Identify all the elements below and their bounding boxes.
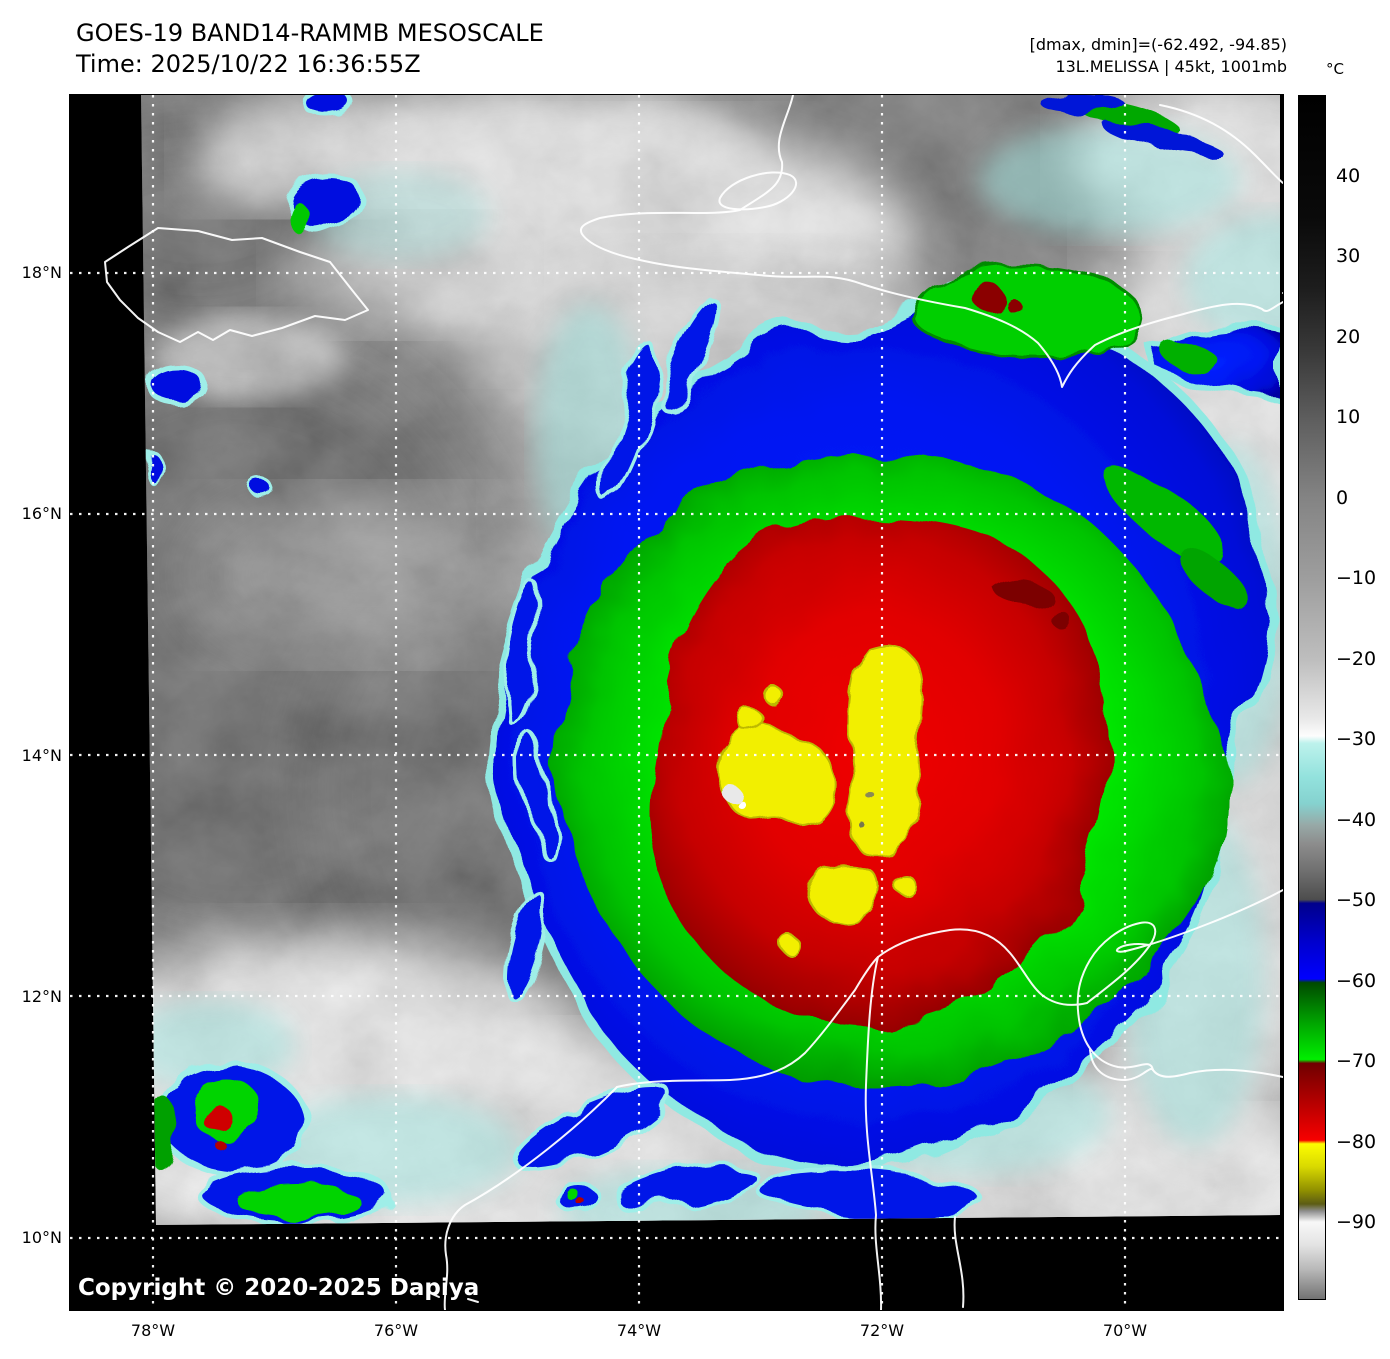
lon-tick-label: 76°W [373, 1321, 419, 1340]
colorbar-unit-label: °C [1326, 60, 1344, 78]
coastline-gonave-island [718, 171, 797, 211]
overshoot-maroon-spots [990, 576, 1066, 625]
lat-tick-label: 10°N [21, 1228, 62, 1247]
colorbar-tick-label: −10 [1336, 567, 1377, 590]
hispaniola-convection [908, 95, 1221, 374]
yellow-coldest-tops [717, 645, 924, 953]
colorbar-tick-label: 20 [1336, 325, 1361, 348]
lon-tick-label: 74°W [616, 1321, 662, 1340]
lon-tick-label: 70°W [1102, 1321, 1148, 1340]
info-block: [dmax, dmin]=(-62.492, -94.85) 13L.MELIS… [1030, 34, 1287, 78]
dmax-dmin-readout: [dmax, dmin]=(-62.492, -94.85) [1029, 35, 1287, 54]
colorbar-tick-label: 10 [1336, 406, 1361, 429]
island-specks [429, 1292, 479, 1303]
title-block: GOES-19 BAND14-RAMMB MESOSCALE Time: 202… [76, 18, 544, 80]
hurricane-cold-cloud-shield [143, 95, 1280, 1225]
colorbar-tick-label: 0 [1336, 486, 1349, 509]
storm-status-readout: 13L.MELISSA | 45kt, 1001mb [1055, 57, 1287, 76]
coastline-haiti-dr [580, 95, 1283, 388]
colorbar-tick-label: 40 [1336, 164, 1361, 187]
coastline-maracaibo [1089, 1049, 1283, 1081]
colorbar-tick-label: −40 [1336, 808, 1377, 831]
topleft-cold-cells [143, 95, 364, 497]
colorbar-tick-label: −90 [1336, 1211, 1377, 1234]
lat-tick-label: 14°N [21, 745, 62, 765]
colorbar-tick-label: −50 [1336, 889, 1377, 912]
colorbar-tick-label: −20 [1336, 647, 1377, 670]
colorbar-tick-label: −80 [1336, 1130, 1377, 1153]
coastline-colombia-west [443, 1086, 618, 1310]
coastline-guajira-loop [1076, 921, 1157, 1071]
coastlines [104, 95, 1283, 1310]
copyright-watermark: Copyright © 2020-2025 Dapiya [78, 1275, 479, 1301]
lat-tick-label: 12°N [21, 986, 62, 1006]
coastline-guajira [877, 928, 1088, 1006]
timestamp: Time: 2025/10/22 16:36:55Z [76, 50, 421, 78]
lon-tick-label: 72°W [859, 1321, 905, 1340]
satellite-map: Copyright © 2020-2025 Dapiya [69, 94, 1284, 1311]
temperature-colorbar [1298, 95, 1326, 1300]
coastline-venezuela-ne [1115, 889, 1283, 953]
coastline-river [953, 1216, 965, 1308]
colorbar-tick-label: −70 [1336, 1050, 1377, 1073]
satellite-image: Copyright © 2020-2025 Dapiya [70, 95, 1283, 1310]
lat-tick-label: 16°N [21, 504, 62, 524]
coastline-dr-north [1159, 104, 1283, 184]
colorbar-tick-label: −30 [1336, 728, 1377, 751]
lat-tick-label: 18°N [21, 263, 62, 282]
page-title: GOES-19 BAND14-RAMMB MESOSCALE [76, 19, 544, 47]
coastline-santamarta-descent [864, 956, 883, 1310]
coastline-jamaica [104, 227, 369, 343]
lon-tick-label: 78°W [130, 1321, 176, 1340]
colorbar-tick-label: 30 [1336, 245, 1361, 268]
bottomleft-convective-cluster [148, 1059, 601, 1225]
colorbar-tick-label: −60 [1336, 969, 1377, 992]
coastline-colombia-north [616, 956, 879, 1088]
